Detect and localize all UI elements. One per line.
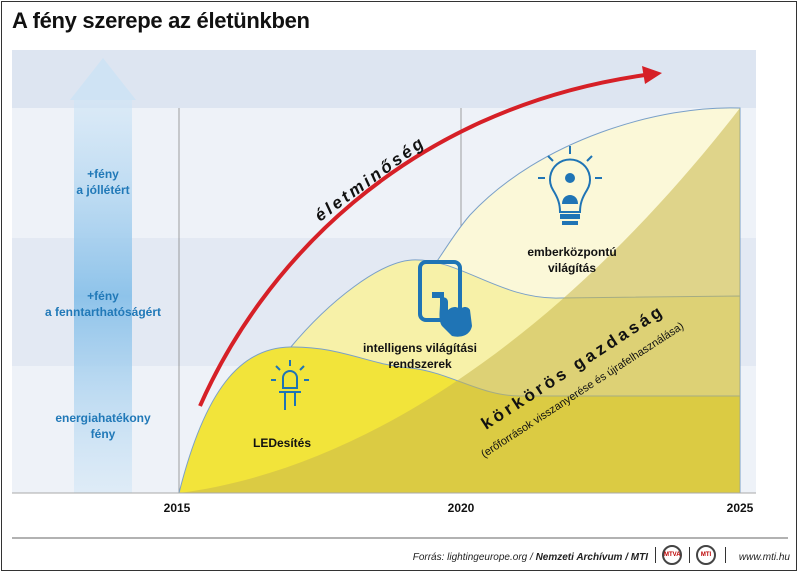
page-title: A fény szerepe az életünkben xyxy=(12,8,310,33)
area-label-human-l2: világítás xyxy=(548,261,596,275)
footer-separator xyxy=(689,547,690,563)
area-label-intelligent-systems: intelligens világítási rendszerek xyxy=(363,341,477,371)
band-label-sustainability: +fény a fenntarthatóságért xyxy=(45,289,161,319)
band-label-sustainability-l1: +fény xyxy=(87,289,119,303)
source-credit: Forrás: lightingeurope.org / Nemzeti Arc… xyxy=(413,552,648,563)
band-label-sustainability-l2: a fenntarthatóságért xyxy=(45,305,161,319)
band-label-efficiency-l1: energiahatékony xyxy=(55,411,151,425)
circular-economy-wedge xyxy=(179,108,740,493)
source-bold: Nemzeti Archívum / MTI xyxy=(535,552,648,563)
band-label-wellbeing-l1: +fény xyxy=(87,167,119,181)
vertical-arrow-shaft xyxy=(74,100,132,493)
footer-separator xyxy=(655,547,656,563)
band-label-wellbeing-l2: a jóllétért xyxy=(76,183,129,197)
life-quality-arrowhead xyxy=(642,66,662,84)
mtva-logo-icon: MTVA xyxy=(662,545,682,565)
x-tick-2020: 2020 xyxy=(448,501,475,515)
area-label-intelligent-l1: intelligens világítási xyxy=(363,341,477,355)
mti-logo-icon: MTI xyxy=(696,545,716,565)
band-label-wellbeing: +fény a jóllétért xyxy=(76,167,129,197)
led-bulb-icon xyxy=(271,360,309,410)
x-tick-2025: 2025 xyxy=(727,501,754,515)
band-label-efficiency-l2: fény xyxy=(91,427,116,441)
source-prefix: Forrás: lightingeurope.org / xyxy=(412,552,536,563)
band-label-efficiency: energiahatékony fény xyxy=(55,411,151,441)
area-label-intelligent-l2: rendszerek xyxy=(388,357,452,371)
website-link[interactable]: www.mti.hu xyxy=(738,552,790,563)
area-label-human-l1: emberközpontú xyxy=(527,245,616,259)
x-tick-2015: 2015 xyxy=(164,501,191,515)
footer: Forrás: lightingeurope.org / Nemzeti Arc… xyxy=(0,540,800,570)
human-centric-bulb-icon xyxy=(538,146,602,225)
vertical-arrow-head xyxy=(70,58,136,100)
tablet-touch-icon xyxy=(418,260,472,337)
footer-separator xyxy=(725,547,726,563)
area-label-human-centric: emberközpontú világítás xyxy=(527,245,616,275)
area-label-led: LEDesítés xyxy=(253,436,311,450)
life-quality-arrow xyxy=(198,73,646,407)
